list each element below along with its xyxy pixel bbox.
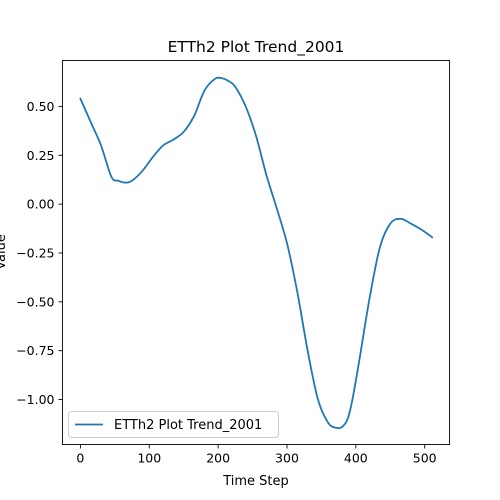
y-axis-label: Value [0,234,9,270]
y-tick-label: 0.50 [27,99,55,114]
x-tick-label: 200 [206,451,230,466]
x-tick-label: 500 [413,451,437,466]
y-axis-ticks: 0.50 0.25 0.00 −0.25 −0.50 −0.75 −1.00 [16,99,63,407]
plot-frame [62,60,450,445]
y-tick-label: −1.00 [16,392,54,407]
chart-title: ETTh2 Plot Trend_2001 [168,38,345,57]
x-tick-label: 300 [275,451,299,466]
y-tick-label: −0.25 [16,245,54,260]
legend-label: ETTh2 Plot Trend_2001 [114,418,262,433]
y-axis-label-wrapper: Value [0,234,9,270]
x-tick-label: 100 [137,451,161,466]
x-axis-ticks: 0 100 200 300 400 500 [76,444,437,466]
y-tick-label: −0.75 [16,343,54,358]
plot-area [62,60,450,445]
legend: ETTh2 Plot Trend_2001 [68,411,279,438]
y-tick-label: −0.50 [16,294,54,309]
x-tick-label: 400 [344,451,368,466]
y-tick-label: 0.00 [27,197,55,212]
y-tick-label: 0.25 [27,148,55,163]
x-axis-label: Time Step [222,474,289,489]
x-tick-label: 0 [76,451,84,466]
legend-box [68,411,279,438]
series-line [79,76,434,430]
